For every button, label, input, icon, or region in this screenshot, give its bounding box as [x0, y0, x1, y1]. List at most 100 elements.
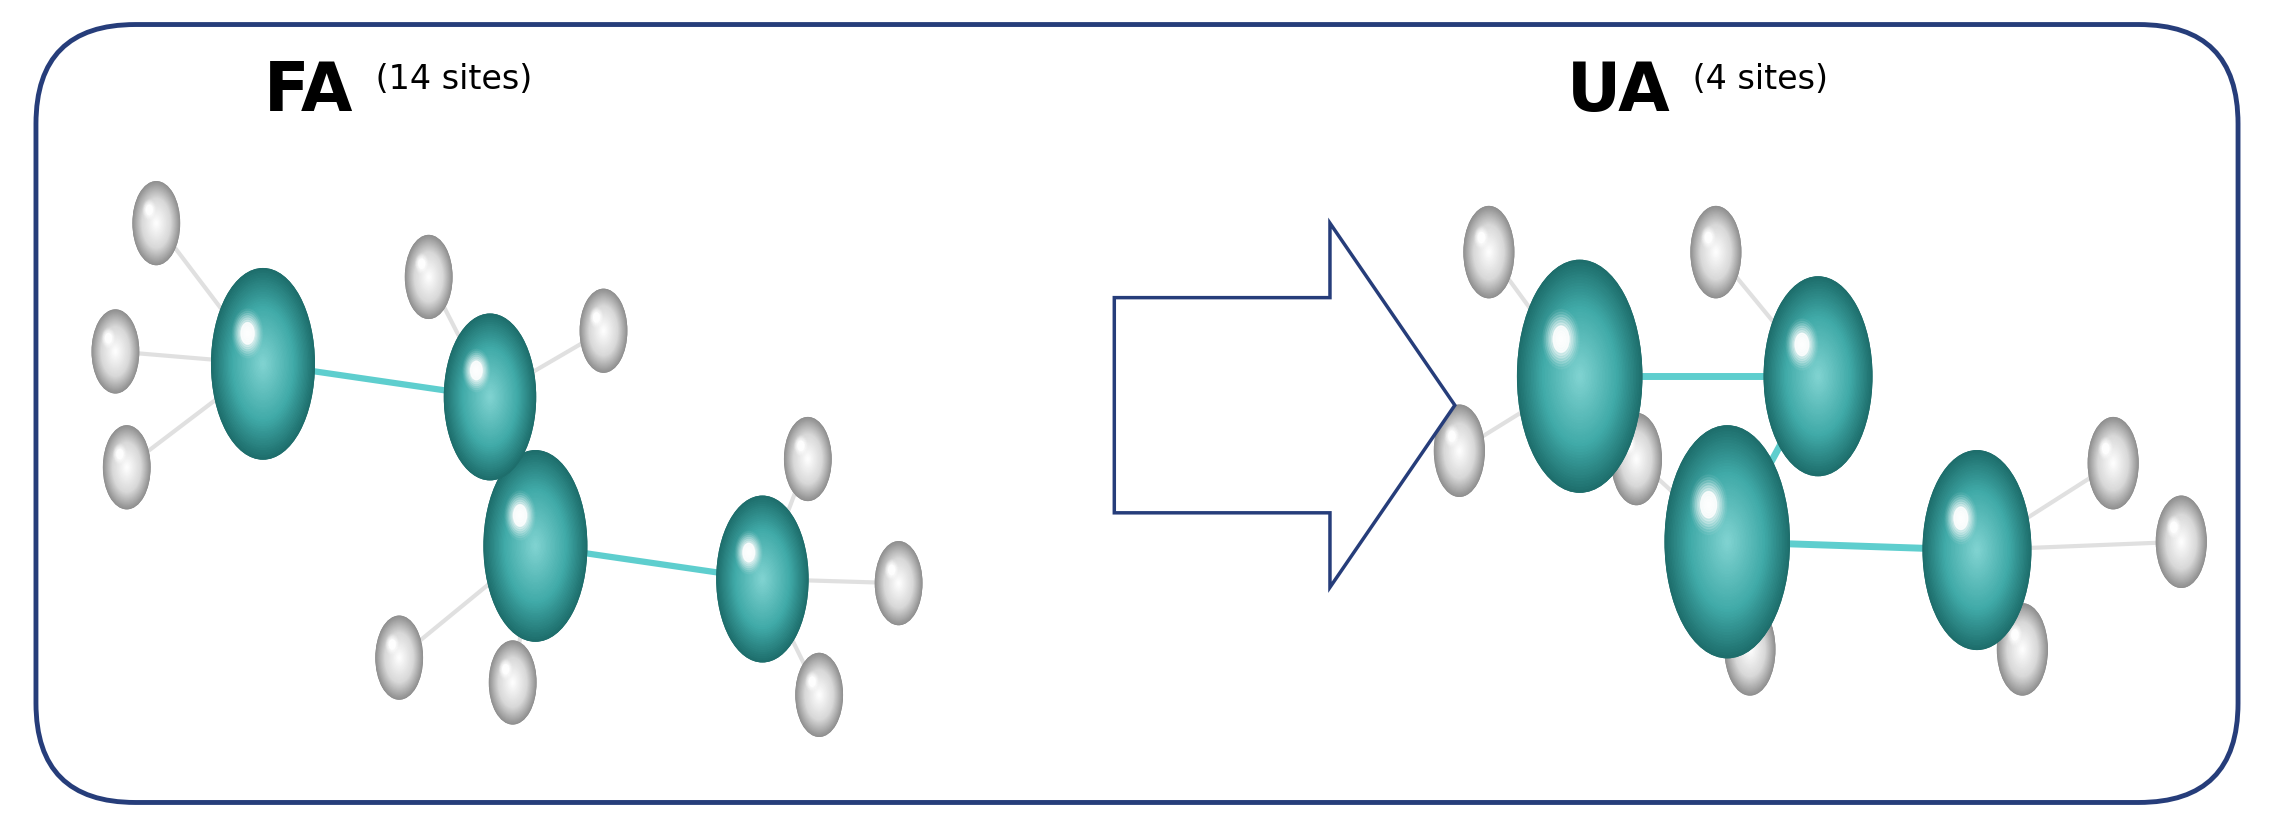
Ellipse shape: [1442, 419, 1476, 483]
Ellipse shape: [1574, 365, 1585, 388]
Ellipse shape: [2092, 425, 2135, 503]
Ellipse shape: [2106, 449, 2122, 479]
Ellipse shape: [591, 309, 616, 354]
Ellipse shape: [416, 254, 441, 301]
Ellipse shape: [500, 661, 512, 678]
Ellipse shape: [1694, 481, 1760, 603]
Ellipse shape: [891, 572, 905, 595]
Ellipse shape: [1439, 416, 1478, 486]
Ellipse shape: [2160, 504, 2201, 580]
Ellipse shape: [512, 681, 514, 685]
Ellipse shape: [1485, 246, 1492, 260]
Ellipse shape: [730, 519, 796, 639]
Ellipse shape: [730, 522, 794, 638]
Ellipse shape: [2006, 619, 2040, 681]
Ellipse shape: [1464, 209, 1512, 297]
Ellipse shape: [805, 453, 812, 465]
Ellipse shape: [480, 379, 500, 416]
Ellipse shape: [96, 318, 134, 386]
Ellipse shape: [1530, 284, 1630, 469]
Ellipse shape: [2008, 623, 2038, 676]
Ellipse shape: [1442, 421, 1476, 482]
Ellipse shape: [1487, 251, 1489, 255]
Ellipse shape: [746, 551, 778, 609]
Ellipse shape: [1439, 415, 1478, 488]
Ellipse shape: [1778, 302, 1858, 451]
Ellipse shape: [393, 647, 405, 669]
Ellipse shape: [475, 371, 505, 424]
Ellipse shape: [1692, 209, 1740, 296]
Ellipse shape: [2103, 448, 2122, 479]
Ellipse shape: [243, 329, 282, 400]
Ellipse shape: [1685, 464, 1769, 620]
Ellipse shape: [730, 519, 796, 639]
Ellipse shape: [2174, 527, 2190, 557]
Ellipse shape: [1724, 537, 1731, 548]
Ellipse shape: [246, 334, 280, 395]
Ellipse shape: [1708, 239, 1724, 267]
Ellipse shape: [252, 345, 273, 383]
Ellipse shape: [102, 330, 127, 373]
Ellipse shape: [1478, 234, 1499, 271]
Ellipse shape: [239, 320, 255, 347]
Ellipse shape: [243, 329, 282, 400]
Ellipse shape: [798, 440, 819, 478]
Ellipse shape: [2097, 434, 2128, 493]
Ellipse shape: [732, 526, 791, 633]
Ellipse shape: [1928, 459, 2026, 643]
Ellipse shape: [109, 339, 123, 364]
Ellipse shape: [111, 347, 118, 357]
Ellipse shape: [377, 621, 421, 695]
Ellipse shape: [111, 439, 143, 497]
Ellipse shape: [798, 659, 839, 731]
Ellipse shape: [894, 574, 903, 593]
Ellipse shape: [421, 262, 423, 267]
Ellipse shape: [136, 189, 175, 259]
Ellipse shape: [584, 297, 623, 365]
Ellipse shape: [580, 290, 628, 373]
Ellipse shape: [1471, 220, 1508, 286]
Ellipse shape: [2169, 522, 2176, 533]
Ellipse shape: [591, 307, 616, 355]
Ellipse shape: [148, 209, 164, 238]
Ellipse shape: [1744, 639, 1756, 660]
Ellipse shape: [96, 318, 134, 386]
Ellipse shape: [1737, 626, 1762, 673]
Ellipse shape: [584, 299, 621, 363]
Ellipse shape: [155, 219, 159, 228]
Ellipse shape: [810, 678, 828, 711]
Ellipse shape: [223, 288, 305, 440]
Ellipse shape: [1615, 417, 1660, 502]
Ellipse shape: [509, 496, 562, 596]
Ellipse shape: [816, 692, 821, 698]
Ellipse shape: [498, 656, 528, 710]
Ellipse shape: [2001, 609, 2044, 690]
Ellipse shape: [891, 570, 905, 597]
Ellipse shape: [1712, 516, 1742, 568]
Ellipse shape: [118, 455, 134, 481]
Ellipse shape: [2172, 525, 2190, 559]
Ellipse shape: [798, 443, 816, 476]
Ellipse shape: [155, 222, 157, 226]
Ellipse shape: [468, 359, 512, 436]
Ellipse shape: [111, 344, 121, 359]
Ellipse shape: [491, 644, 534, 721]
Ellipse shape: [111, 440, 141, 494]
Ellipse shape: [787, 422, 828, 497]
Ellipse shape: [2099, 439, 2126, 489]
Ellipse shape: [389, 640, 396, 649]
Ellipse shape: [391, 643, 407, 672]
Ellipse shape: [2099, 436, 2128, 491]
Ellipse shape: [512, 503, 559, 589]
Ellipse shape: [107, 434, 146, 502]
Ellipse shape: [1546, 316, 1612, 437]
Ellipse shape: [498, 477, 573, 615]
Ellipse shape: [416, 257, 441, 298]
Ellipse shape: [1469, 218, 1508, 288]
Ellipse shape: [796, 437, 807, 455]
Ellipse shape: [500, 659, 525, 706]
Ellipse shape: [1628, 442, 1646, 476]
Ellipse shape: [1733, 619, 1767, 681]
Ellipse shape: [1665, 426, 1790, 658]
Ellipse shape: [409, 244, 448, 310]
